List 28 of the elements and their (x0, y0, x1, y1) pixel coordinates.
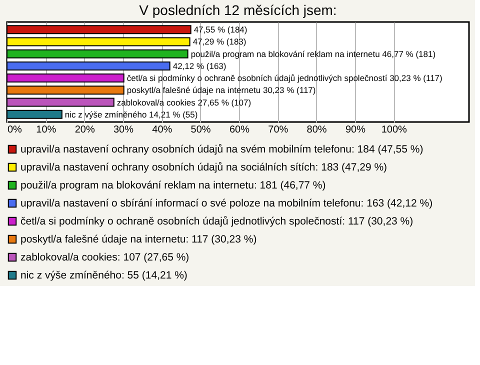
x-tick-label: 100% (381, 124, 408, 136)
legend-label: četl/a si podmínky o ochraně osobních údajů jednotlivých společností: 117 (30,23 %) (20, 215, 414, 228)
legend-label: zablokoval/a cookies: 107 (27,65 %) (20, 251, 190, 264)
data-label: poskytl/a falešné údaje na internetu 30,23 % (117) (126, 85, 316, 96)
data-label: 47,29 % (183) (192, 36, 246, 47)
data-label: použil/a program na blokování reklam na internetu 46,77 % (181) (190, 48, 436, 59)
legend-label: upravil/a nastavení ochrany osobních údajů na sociálních sítích: 183 (47,29 %) (20, 161, 388, 174)
chart-title: V posledních 12 měsících jsem: (139, 2, 337, 18)
x-tick-label: 50% (190, 124, 211, 136)
x-tick-label: 90% (345, 124, 366, 136)
data-label: 42,12 % (163) (172, 60, 226, 71)
x-tick-label: 60% (229, 124, 250, 136)
data-label: 47,55 % (184) (194, 24, 248, 35)
legend-label: nic z výše zmíněného: 55 (14,21 %) (20, 269, 188, 282)
x-tick-label: 20% (74, 124, 95, 136)
x-tick-label: 0% (8, 124, 22, 136)
legend-label: upravil/a nastavení o sbírání informací o své poloze na mobilním telefonu: 163 (42,12 %) (20, 197, 433, 210)
legend-label: poskytl/a falešné údaje na internetu: 117 (30,23 %) (20, 233, 257, 246)
x-tick-label: 80% (306, 124, 327, 136)
legend-label: použil/a program na blokování reklam na internetu: 181 (46,77 %) (20, 179, 326, 192)
x-tick-label: 30% (113, 124, 134, 136)
data-label: četl/a si podmínky o ochraně osobních údajů jednotlivých společností 30,23 % (117) (126, 73, 443, 84)
x-tick-label: 10% (36, 124, 56, 136)
legend-label: upravil/a nastavení ochrany osobních údajů na svém mobilním telefonu: 184 (47,55 %) (20, 143, 424, 156)
x-tick-label: 40% (152, 124, 172, 136)
x-tick-label: 70% (268, 124, 288, 136)
data-label: nic z výše zmíněného 14,21 % (55) (64, 109, 198, 120)
data-label: zablokoval/a cookies 27,65 % (107) (116, 97, 252, 108)
